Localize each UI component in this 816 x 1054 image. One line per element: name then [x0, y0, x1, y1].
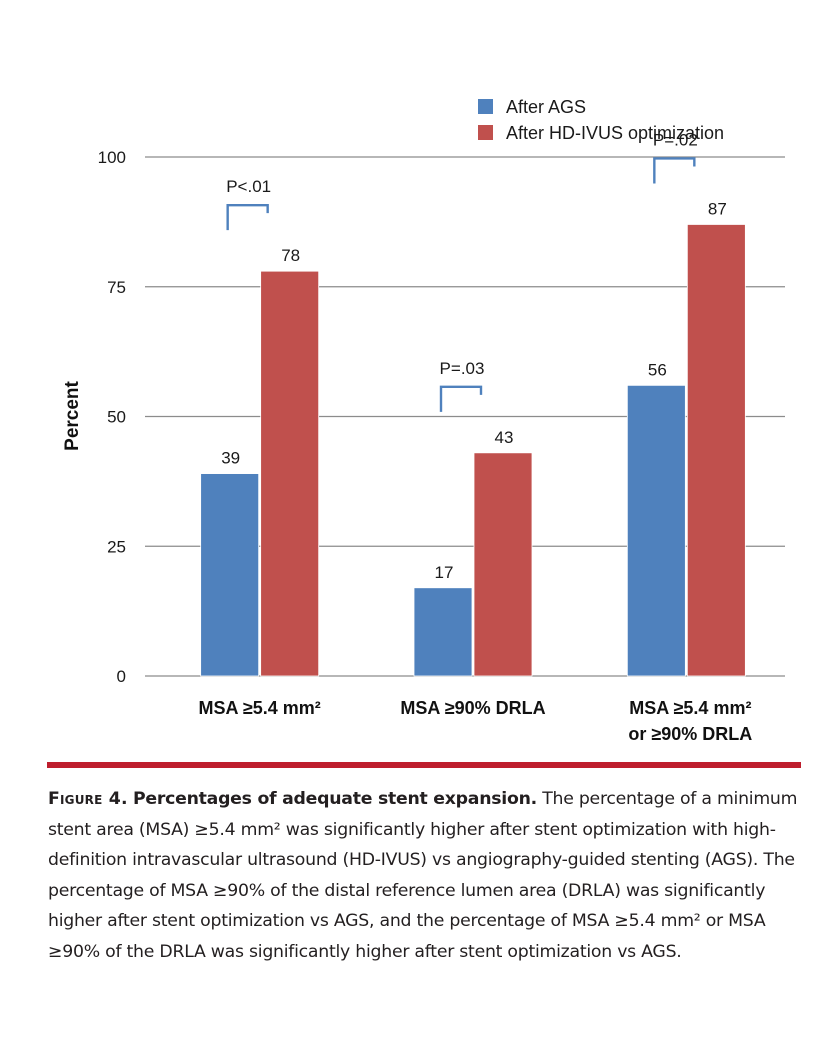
- y-axis-ticks: 0 25 50 75 100: [98, 148, 126, 686]
- bar-after-ags-0: [200, 473, 260, 677]
- y-tick-label-75: 75: [107, 278, 126, 297]
- legend-swatch-after-ags: [478, 99, 493, 114]
- bar-after-hd-ivus-1: [473, 452, 533, 677]
- significance-bracket-2: [653, 157, 696, 184]
- y-axis-title: Percent: [62, 380, 83, 450]
- bars: [200, 224, 746, 677]
- x-category-label-2-line2: or ≥90% DRLA: [628, 724, 752, 744]
- bar-after-ags-1: [413, 587, 473, 677]
- y-tick-label-0: 0: [117, 667, 126, 686]
- legend-label-after-ags: After AGS: [506, 97, 586, 117]
- significance-bracket-0: [226, 203, 269, 231]
- figure-number: Figure 4.: [48, 789, 128, 809]
- data-label-after-hd-ivus-1: 43: [495, 428, 514, 447]
- value-labels: 39 78 17 43 56 87: [221, 199, 727, 581]
- x-category-label-2: MSA ≥5.4 mm²: [629, 698, 751, 718]
- figure-caption-body: The percentage of a minimum stent area (…: [48, 789, 798, 962]
- y-tick-label-100: 100: [98, 148, 126, 167]
- figure-caption: Figure 4. Percentages of adequate stent …: [48, 784, 808, 967]
- x-category-label-1: MSA ≥90% DRLA: [400, 698, 545, 718]
- caption-divider-rule: [47, 762, 801, 768]
- data-label-after-hd-ivus-2: 87: [708, 199, 727, 218]
- bar-after-hd-ivus-2: [686, 224, 746, 677]
- data-label-after-hd-ivus-0: 78: [281, 246, 300, 265]
- significance-annotations: P<.01 P=.03 P=.02: [226, 130, 698, 412]
- legend: After AGS After HD-IVUS optimization: [478, 97, 724, 143]
- x-axis-category-labels: MSA ≥5.4 mm² MSA ≥90% DRLA MSA ≥5.4 mm² or …: [199, 698, 753, 744]
- legend-label-after-hd-ivus: After HD-IVUS optimization: [506, 123, 724, 143]
- p-value-label-1: P=.03: [440, 359, 485, 378]
- significance-bracket-1: [439, 385, 483, 412]
- figure-title: Percentages of adequate stent expansion.: [132, 789, 537, 809]
- p-value-label-2: P=.02: [653, 130, 698, 149]
- data-label-after-ags-1: 17: [435, 563, 454, 582]
- bar-after-hd-ivus-0: [260, 270, 320, 677]
- y-tick-label-25: 25: [107, 537, 126, 556]
- legend-swatch-after-hd-ivus: [478, 125, 493, 140]
- bar-after-ags-2: [626, 384, 686, 677]
- y-tick-label-50: 50: [107, 408, 126, 427]
- x-category-label-0: MSA ≥5.4 mm²: [199, 698, 321, 718]
- bar-chart: 0 25 50 75 100 Percent 39 78 17 43 56 87 P<.01 P=.…: [62, 97, 785, 744]
- data-label-after-ags-2: 56: [648, 360, 667, 379]
- p-value-label-0: P<.01: [226, 177, 271, 196]
- data-label-after-ags-0: 39: [221, 449, 240, 468]
